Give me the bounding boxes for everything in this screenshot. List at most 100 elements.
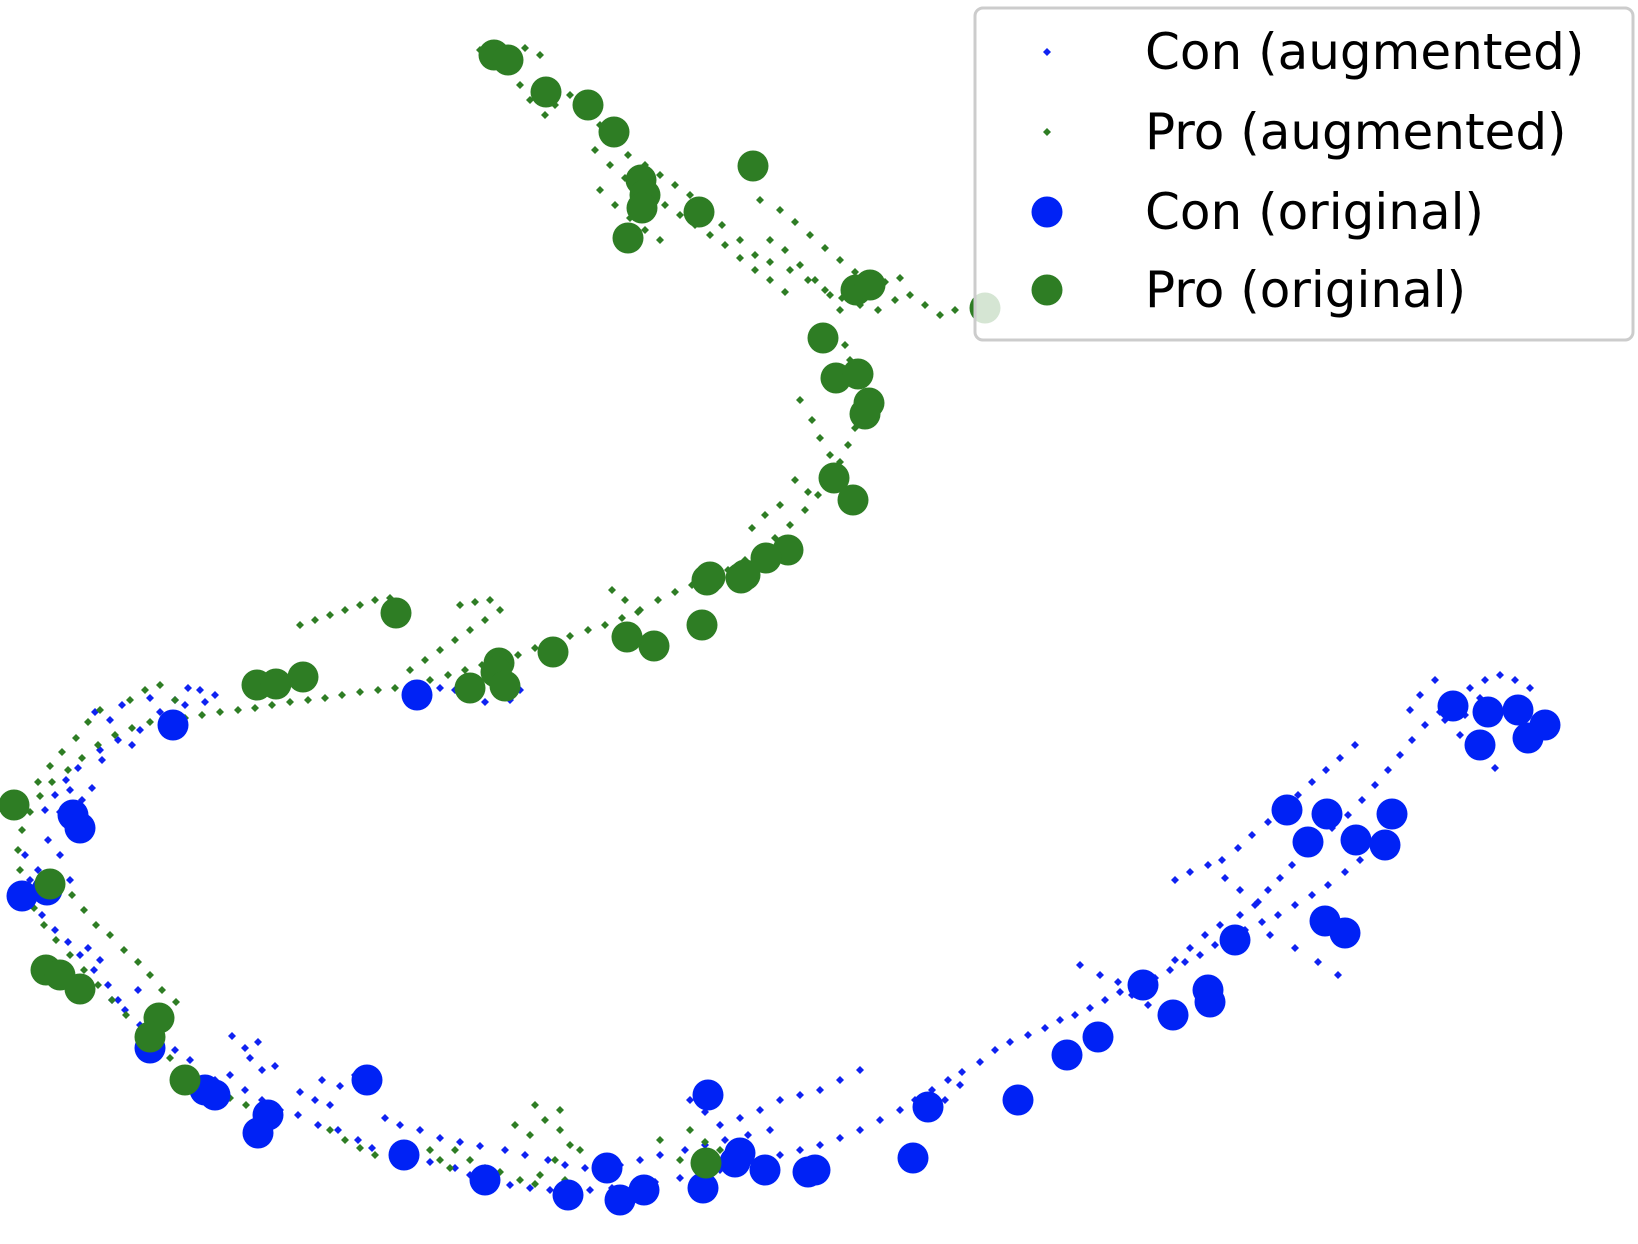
legend-entry-pro_aug: Pro (augmented) [1043,103,1567,161]
point-con_aug-61 [836,1134,844,1142]
point-pro_aug-86 [391,684,399,692]
point-con_orig-15 [591,1152,623,1184]
point-con_aug-175 [681,1146,689,1154]
point-con_aug-74 [1056,1016,1064,1024]
point-con_orig-31 [1157,999,1189,1031]
point-pro_aug-154 [96,706,104,714]
point-con_aug-161 [396,1121,404,1129]
point-pro_aug-220 [426,1146,434,1154]
point-con_aug-68 [958,1068,966,1076]
point-con_aug-169 [561,1161,569,1169]
point-con_orig-43 [1437,690,1469,722]
point-con_aug-13 [66,786,74,794]
point-pro_aug-219 [748,524,756,532]
point-con_aug-108 [1371,781,1379,789]
point-con_aug-42 [451,1164,459,1172]
point-con_aug-198 [836,1076,844,1084]
point-con_aug-28 [186,1056,194,1064]
point-con_orig-1 [401,679,433,711]
point-pro_aug-44 [896,274,904,282]
point-pro_aug-217 [776,501,784,509]
point-pro_aug-168 [158,986,166,994]
point-pro_aug-120 [122,1011,130,1019]
point-con_orig-46 [1464,729,1496,761]
point-con_aug-116 [1481,676,1489,684]
point-con_aug-64 [896,1106,904,1114]
point-con_aug-184 [246,1054,254,1062]
point-con_aug-1 [106,716,114,724]
point-con_aug-2 [118,701,126,709]
point-pro_aug-183 [371,1151,379,1159]
point-con_aug-133 [1264,818,1272,826]
point-pro_orig-9 [683,196,715,228]
point-con_aug-202 [38,911,46,919]
point-con_aug-154 [1144,1001,1152,1009]
point-pro_aug-36 [776,206,784,214]
point-pro_aug-47 [796,261,804,269]
point-con_aug-110 [1396,751,1404,759]
point-con_aug-174 [656,1151,664,1159]
point-pro_orig-33 [454,672,486,704]
point-con_aug-45 [506,1181,514,1189]
point-pro_orig-19 [818,462,850,494]
point-con_aug-211 [181,701,189,709]
point-pro_orig-27 [686,609,718,641]
point-pro_orig-8 [612,222,644,254]
point-pro_aug-74 [601,621,609,629]
point-con_aug-148 [1314,958,1322,966]
point-con_aug-18 [34,866,42,874]
point-pro_orig-18 [849,398,881,430]
point-pro_aug-198 [766,276,774,284]
point-con_aug-37 [354,1136,362,1144]
point-pro_aug-39 [821,244,829,252]
point-pro_aug-221 [436,1156,444,1164]
point-pro_aug-172 [566,1141,574,1149]
point-pro_aug-123 [166,1054,174,1062]
point-con_aug-177 [721,1136,729,1144]
point-pro_aug-63 [786,521,794,529]
point-pro_aug-21 [736,236,744,244]
point-con_aug-135 [1294,791,1302,799]
point-pro_aug-180 [326,1126,334,1134]
point-con_aug-78 [1116,988,1124,996]
point-con_aug-179 [766,1126,774,1134]
point-con_aug-210 [196,686,204,694]
point-con_aug-115 [1466,684,1474,692]
point-pro_orig-1 [492,44,524,76]
point-con_aug-173 [636,1156,644,1164]
point-pro_aug-75 [584,626,592,634]
point-pro_aug-90 [321,694,329,702]
point-con_aug-163 [436,1134,444,1142]
point-pro_aug-62 [801,506,809,514]
point-con_aug-199 [856,1066,864,1074]
point-pro_aug-148 [621,596,629,604]
point-con_aug-83 [1196,951,1204,959]
point-pro_aug-158 [46,762,54,770]
point-pro_aug-137 [456,601,464,609]
point-con_orig-22 [749,1154,781,1186]
point-con_aug-89 [1291,901,1299,909]
point-pro_aug-4 [536,51,544,59]
point-pro_aug-34 [951,306,959,314]
point-pro_aug-79 [514,651,522,659]
point-con_aug-189 [326,1101,334,1109]
series-pro_orig [0,39,1001,1179]
point-con_aug-138 [1336,754,1344,762]
point-pro_aug-199 [781,288,789,296]
point-con_aug-17 [66,876,74,884]
point-pro_aug-29 [874,306,882,314]
point-con_orig-33 [1192,974,1224,1006]
point-pro_aug-135 [371,596,379,604]
point-pro_orig-22 [750,542,782,574]
point-pro_aug-216 [804,488,812,496]
point-con_aug-100 [1264,886,1272,894]
point-pro_aug-40 [836,256,844,264]
point-pro_orig-16 [842,358,874,390]
point-pro_aug-159 [34,778,42,786]
point-con_aug-160 [381,1114,389,1122]
point-pro_aug-92 [286,698,294,706]
legend: Con (augmented) Pro (augmented) Con (origi… [973,6,1635,342]
point-pro_aug-49 [826,291,834,299]
point-con_orig-40 [1376,798,1408,830]
point-con_aug-197 [816,1086,824,1094]
